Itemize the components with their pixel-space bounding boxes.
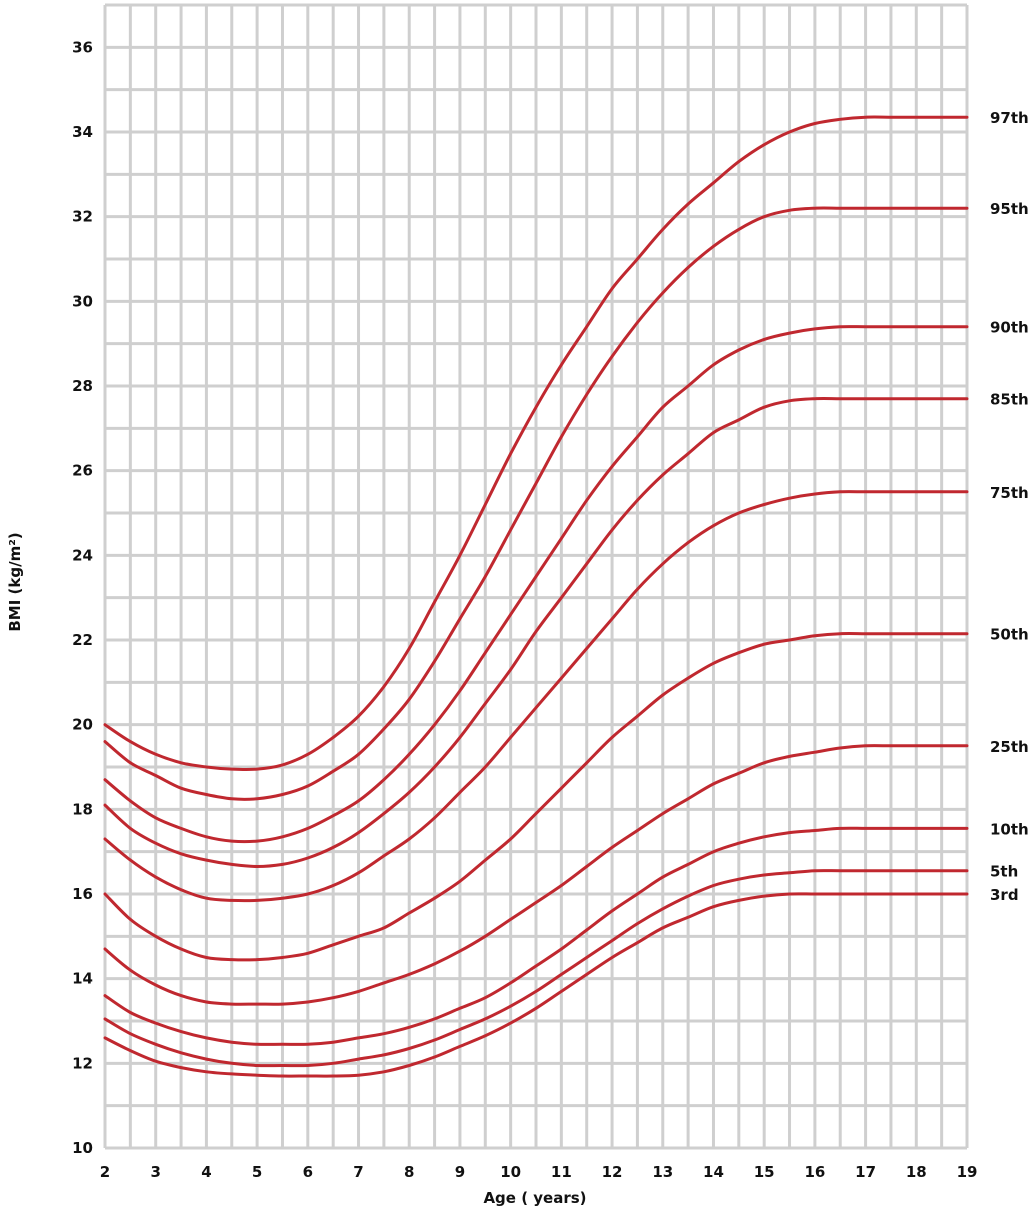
series-label-97th: 97th [990,109,1029,127]
x-tick-label: 16 [804,1163,825,1181]
x-tick-label: 12 [602,1163,623,1181]
x-axis-title: Age ( years) [483,1189,586,1207]
y-tick-label: 16 [72,885,93,903]
x-tick-label: 7 [353,1163,363,1181]
percentile-line-5th [103,869,969,1068]
y-axis-title: BMI (kg/m²) [6,532,24,631]
series-label-75th: 75th [990,484,1029,502]
y-tick-label: 34 [72,123,93,141]
y-tick-label: 30 [72,292,93,310]
series-label-50th: 50th [990,626,1029,644]
percentile-line-90th [103,325,969,844]
series-label-90th: 90th [990,319,1029,337]
x-tick-label: 14 [703,1163,724,1181]
x-tick-label: 4 [201,1163,211,1181]
percentile-line-10th [103,826,969,1046]
x-tick-label: 9 [455,1163,465,1181]
y-tick-label: 12 [72,1054,93,1072]
series-label-10th: 10th [990,820,1029,838]
x-tick-labels: 2 3 4 5 6 7 8 9 10 11 12 13 14 15 16 17 18 19 [100,1163,978,1181]
x-tick-label: 5 [252,1163,262,1181]
series-label-3rd: 3rd [990,886,1019,904]
x-tick-label: 8 [404,1163,414,1181]
x-tick-label: 3 [150,1163,160,1181]
x-tick-label: 18 [906,1163,927,1181]
x-tick-label: 15 [754,1163,775,1181]
series-labels: 97th 95th 90th 85th 75th 50th 25th 10th 5th 3rd [990,109,1029,904]
y-tick-label: 14 [72,970,93,988]
percentile-line-75th [103,490,969,903]
series-label-85th: 85th [990,391,1029,409]
x-tick-label: 13 [652,1163,673,1181]
x-tick-label: 10 [500,1163,521,1181]
y-tick-label: 24 [72,546,93,564]
x-tick-label: 19 [957,1163,978,1181]
percentile-line-50th [103,632,969,962]
percentile-line-3rd [103,892,969,1078]
y-tick-label: 26 [72,462,93,480]
percentile-line-97th [103,115,969,772]
y-tick-labels: 10 12 14 16 18 20 22 24 26 28 30 32 34 36 [72,38,93,1157]
y-tick-label: 10 [72,1139,93,1157]
percentile-line-85th [103,397,969,868]
percentile-line-95th [103,206,969,801]
y-tick-label: 32 [72,208,93,226]
y-tick-label: 18 [72,800,93,818]
y-tick-label: 20 [72,716,93,734]
y-tick-label: 28 [72,377,93,395]
series-label-25th: 25th [990,738,1029,756]
x-tick-label: 6 [303,1163,313,1181]
y-tick-label: 36 [72,38,93,56]
x-tick-label: 17 [855,1163,876,1181]
series-label-95th: 95th [990,200,1029,218]
percentile-lines [103,115,969,1078]
series-label-5th: 5th [990,863,1018,881]
x-tick-label: 2 [100,1163,110,1181]
x-tick-label: 11 [551,1163,572,1181]
y-tick-label: 22 [72,631,93,649]
percentile-line-25th [103,744,969,1006]
